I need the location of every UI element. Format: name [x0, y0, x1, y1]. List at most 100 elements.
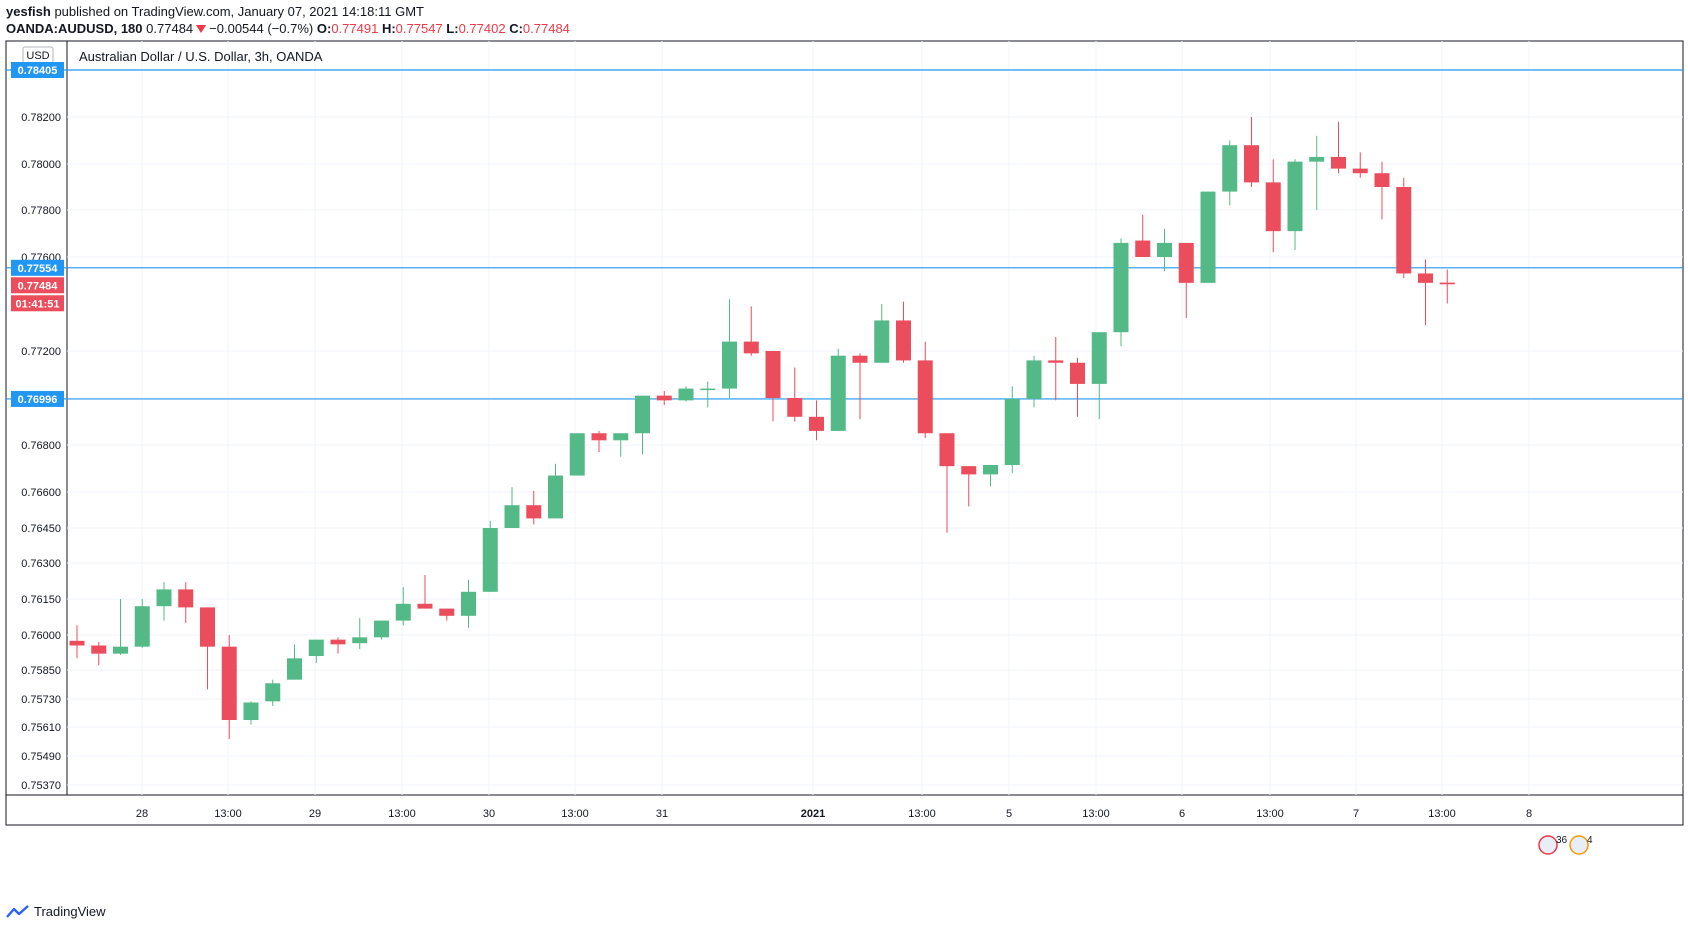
low-label: L:: [446, 21, 459, 36]
chart-frame: [5, 40, 1684, 826]
last-price-badge-box: [11, 277, 64, 294]
us-flag-icon-2[interactable]: [1569, 835, 1589, 855]
candle-body-6: [200, 607, 215, 647]
candle-43: [1004, 386, 1020, 474]
candle-55: [1265, 159, 1281, 253]
candle-6: [200, 607, 215, 690]
candle-body-20: [504, 505, 520, 528]
candle-body-41: [961, 466, 977, 475]
candle-47: [1091, 332, 1107, 420]
candle-body-50: [1157, 242, 1172, 257]
symbol-label: OANDA:AUDUSD, 180: [6, 21, 143, 36]
candle-body-27: [656, 395, 672, 401]
candle-45: [1048, 336, 1064, 401]
candle-body-3: [134, 606, 150, 647]
time-tick-4: 30: [483, 808, 495, 820]
last-price-badge-label: 0.77484: [18, 280, 59, 292]
candle-41: [961, 466, 977, 507]
candle-body-12: [330, 639, 346, 645]
candle-18: [461, 579, 476, 628]
candle-body-53: [1222, 145, 1238, 192]
candle-body-15: [395, 603, 411, 621]
price-axis[interactable]: 0.75370 0.75490 0.75610 0.75730 0.75850 0.760…: [21, 112, 61, 792]
close-label: C:: [509, 21, 523, 36]
currency-badge[interactable]: USD: [22, 46, 54, 64]
candle-30: [722, 299, 737, 398]
candle-body-52: [1200, 191, 1216, 283]
candle-46: [1070, 358, 1085, 417]
price-tick-8: 0.76450: [21, 523, 61, 535]
candle-53: [1222, 140, 1238, 206]
time-axis[interactable]: 28 13:00 29 13:00 30 13:00 31 2021 13:00 5 13:00 6 1…: [136, 808, 1532, 820]
candle-body-30: [722, 341, 737, 389]
time-tick-5: 13:00: [561, 808, 589, 820]
tradingview-brand[interactable]: TradingView: [34, 904, 106, 919]
time-tick-1: 13:00: [214, 808, 242, 820]
candle-33: [787, 367, 803, 422]
candle-35: [830, 348, 846, 431]
candle-24: [591, 430, 607, 453]
candle-29: [700, 381, 716, 408]
candle-16: [417, 575, 433, 609]
open-value: 0.77491: [331, 21, 379, 36]
tradingview-logo-icon[interactable]: [6, 905, 30, 919]
currency-label: USD: [26, 50, 49, 62]
price-tick-6: 0.76150: [21, 594, 61, 606]
open-label: O:: [316, 21, 332, 36]
candle-body-31: [743, 341, 759, 354]
candle-60: [1374, 161, 1390, 220]
candle-58: [1331, 121, 1346, 174]
horizontal-lines: [6, 69, 1683, 400]
hline-price-badge-2-box: [11, 390, 64, 407]
candle-body-34: [809, 416, 824, 431]
candle-body-23: [569, 433, 585, 476]
candle-22: [548, 463, 563, 519]
low-value: 0.77402: [458, 21, 506, 36]
candle-body-37: [874, 320, 890, 363]
price-badges: 0.78405 0.77554 0.76996 0.77484 01:41:51: [11, 62, 64, 407]
candle-body-54: [1244, 145, 1259, 183]
down-arrow-icon: [196, 25, 207, 33]
candle-body-45: [1048, 360, 1064, 363]
candle-50: [1157, 228, 1172, 272]
author-name[interactable]: yesfish: [6, 4, 51, 19]
candle-27: [656, 390, 672, 406]
candle-body-25: [613, 433, 629, 441]
candle-body-14: [374, 620, 389, 638]
candle-39: [917, 341, 933, 438]
candle-body-4: [156, 589, 172, 607]
footer: TradingView: [6, 904, 106, 920]
candle-body-49: [1135, 240, 1151, 257]
time-tick-10: 13:00: [1082, 808, 1110, 820]
price-tick-3: 0.75730: [21, 694, 61, 706]
candle-52: [1200, 191, 1216, 283]
candle-61: [1396, 177, 1412, 279]
event-count-2: 4: [1587, 835, 1593, 846]
economic-events[interactable]: 36 4: [1538, 835, 1593, 855]
candle-body-7: [221, 646, 237, 720]
time-tick-7: 2021: [801, 808, 825, 820]
candle-body-55: [1265, 182, 1281, 232]
candle-12: [330, 637, 346, 654]
price-tick-2: 0.75610: [21, 722, 61, 734]
price-tick-5: 0.76000: [21, 630, 61, 642]
price-tick-1: 0.75490: [21, 751, 61, 763]
candle-21: [526, 490, 542, 525]
candle-body-35: [830, 355, 846, 431]
hline-price-badge-0: 0.78405: [11, 62, 64, 78]
price-tick-9: 0.76600: [21, 487, 61, 499]
candle-56: [1287, 159, 1303, 250]
candle-body-9: [265, 683, 281, 702]
candle-63: [1439, 269, 1455, 304]
countdown-badge-label: 01:41:51: [15, 298, 59, 310]
candle-31: [743, 306, 759, 356]
price-tick-4: 0.75850: [21, 665, 61, 677]
candle-3: [134, 599, 150, 648]
candle-body-33: [787, 398, 803, 417]
candle-body-56: [1287, 161, 1303, 232]
candlestick-chart[interactable]: 0.75370 0.75490 0.75610 0.75730 0.75850 0.760…: [0, 0, 1688, 900]
candle-20: [504, 487, 520, 528]
us-flag-icon[interactable]: [1538, 835, 1558, 855]
candle-body-60: [1374, 173, 1390, 187]
price-change: −0.00544 (−0.7%): [209, 21, 314, 36]
